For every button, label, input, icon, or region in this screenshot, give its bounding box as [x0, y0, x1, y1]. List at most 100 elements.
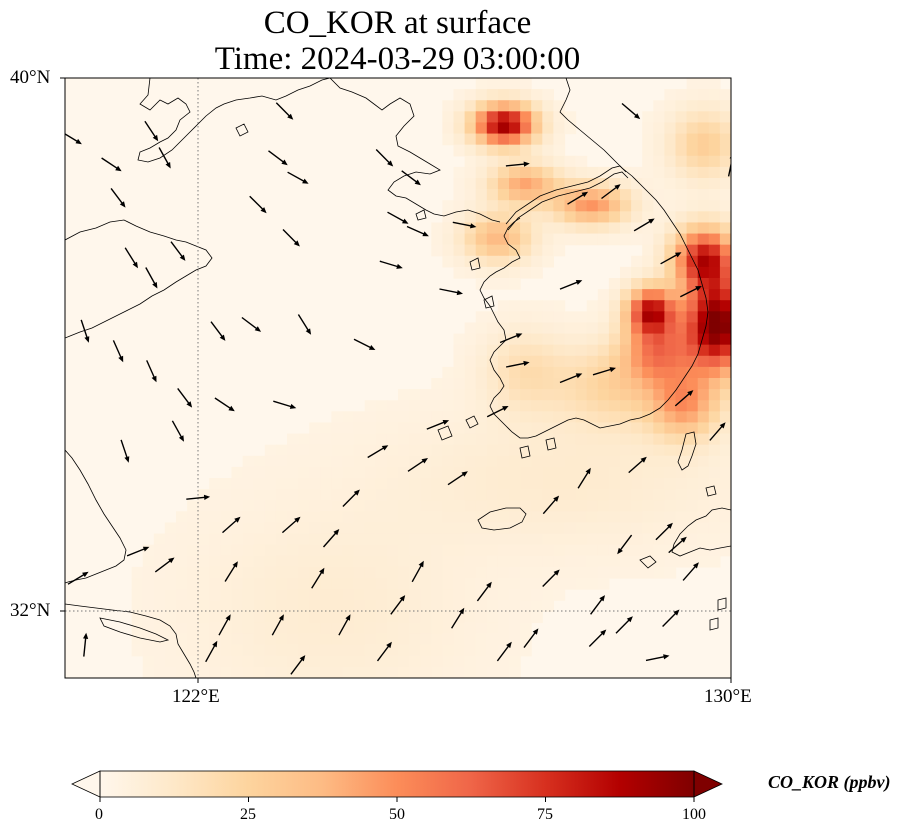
heatmap-cell — [653, 211, 665, 224]
heatmap-cell — [631, 411, 643, 424]
heatmap-cell — [642, 278, 654, 290]
heatmap-cell — [442, 633, 455, 646]
heatmap-cell — [686, 189, 699, 201]
heatmap-cell — [520, 322, 532, 335]
heatmap-cell — [642, 466, 654, 479]
heatmap-cell — [708, 244, 721, 257]
heatmap-cell — [675, 444, 688, 457]
wind-arrow — [281, 516, 301, 534]
heatmap-cell — [653, 366, 665, 379]
wind-arrow — [674, 390, 694, 407]
heatmap-cell — [298, 544, 310, 557]
heatmap-cell — [453, 411, 466, 424]
heatmap-cell — [531, 511, 543, 524]
heatmap-cell — [520, 178, 532, 190]
heatmap-cell — [620, 366, 632, 379]
wind-arrow — [154, 557, 175, 573]
heatmap-cell — [342, 644, 355, 657]
heatmap-cell — [475, 144, 488, 157]
wind-arrow-shaft — [505, 163, 526, 167]
heatmap-cell — [497, 111, 510, 124]
heatmap-cell — [209, 578, 221, 590]
heatmap-cell — [509, 378, 521, 390]
heatmap-cell — [553, 578, 566, 590]
wind-arrow — [171, 420, 184, 442]
heatmap-cell — [708, 311, 721, 324]
heatmap-cell — [386, 444, 399, 457]
heatmap-cell — [708, 322, 721, 335]
heatmap-cell — [575, 366, 588, 379]
heatmap-cell — [520, 111, 532, 124]
heatmap-cell — [364, 489, 377, 501]
heatmap-cell — [542, 455, 554, 468]
heatmap-cell — [386, 511, 399, 524]
heatmap-cell — [209, 566, 221, 579]
heatmap-cell — [198, 589, 210, 601]
heatmap-cell — [653, 144, 665, 157]
heatmap-cell — [342, 489, 355, 501]
heatmap-cell — [375, 589, 388, 601]
wind-arrow-shaft — [268, 150, 285, 164]
heatmap-cell — [675, 200, 688, 212]
heatmap-cell — [164, 533, 177, 546]
heatmap-cell — [675, 411, 688, 424]
heatmap-cell — [520, 333, 532, 346]
heatmap-cell — [675, 433, 688, 446]
heatmap-cell — [497, 133, 510, 146]
heatmap-cell — [131, 644, 144, 657]
heatmap-cell — [597, 411, 610, 424]
heatmap-cell — [697, 389, 710, 401]
wind-arrow — [101, 157, 122, 172]
heatmap-cell — [342, 478, 355, 490]
heatmap-cell — [586, 389, 599, 401]
heatmap-cell — [331, 600, 344, 612]
heatmap-cell — [486, 511, 499, 524]
heatmap-cell — [719, 111, 731, 124]
heatmap-cell — [320, 422, 332, 435]
heatmap-cell — [642, 311, 654, 324]
heatmap-cell — [275, 555, 288, 568]
heatmap-cell — [553, 444, 566, 457]
heatmap-cell — [542, 122, 554, 135]
heatmap-cell — [509, 411, 521, 424]
heatmap-cell — [275, 511, 288, 524]
heatmap-cell — [509, 200, 521, 212]
heatmap-cell — [486, 655, 499, 668]
heatmap-cell — [575, 444, 588, 457]
wind-arrow — [353, 338, 376, 350]
heatmap-cell — [220, 644, 233, 657]
heatmap-cell — [375, 533, 388, 546]
heatmap-cell — [320, 611, 332, 624]
wind-arrow-head — [600, 629, 607, 636]
colorbar-label-50: 50 — [389, 806, 405, 823]
heatmap-cell — [342, 500, 355, 512]
heatmap-cell — [597, 455, 610, 468]
heatmap-cell — [242, 555, 255, 568]
heatmap-cell — [597, 400, 610, 412]
heatmap-cell — [664, 244, 677, 257]
heatmap-cell — [620, 289, 632, 301]
heatmap-cell — [287, 544, 299, 557]
heatmap-cell — [686, 255, 699, 268]
heatmap-cell — [675, 311, 688, 324]
heatmap-cell — [298, 533, 310, 546]
heatmap-cell — [287, 611, 299, 624]
heatmap-cell — [586, 411, 599, 424]
heatmap-cell — [653, 289, 665, 301]
heatmap-cell — [187, 644, 199, 657]
heatmap-cell — [453, 178, 466, 190]
heatmap-cell — [342, 411, 355, 424]
heatmap-cell — [298, 666, 310, 678]
heatmap-cell — [220, 500, 233, 512]
heatmap-cell — [553, 155, 566, 168]
co-concentration-field — [131, 78, 731, 678]
heatmap-cell — [275, 666, 288, 678]
heatmap-cell — [697, 278, 710, 290]
heatmap-cell — [453, 489, 466, 501]
wind-arrow-head — [553, 569, 560, 576]
heatmap-cell — [719, 455, 731, 468]
wind-arrow-head — [299, 655, 306, 662]
heatmap-cell — [331, 511, 344, 524]
heatmap-cell — [564, 189, 577, 201]
heatmap-cell — [697, 500, 710, 512]
